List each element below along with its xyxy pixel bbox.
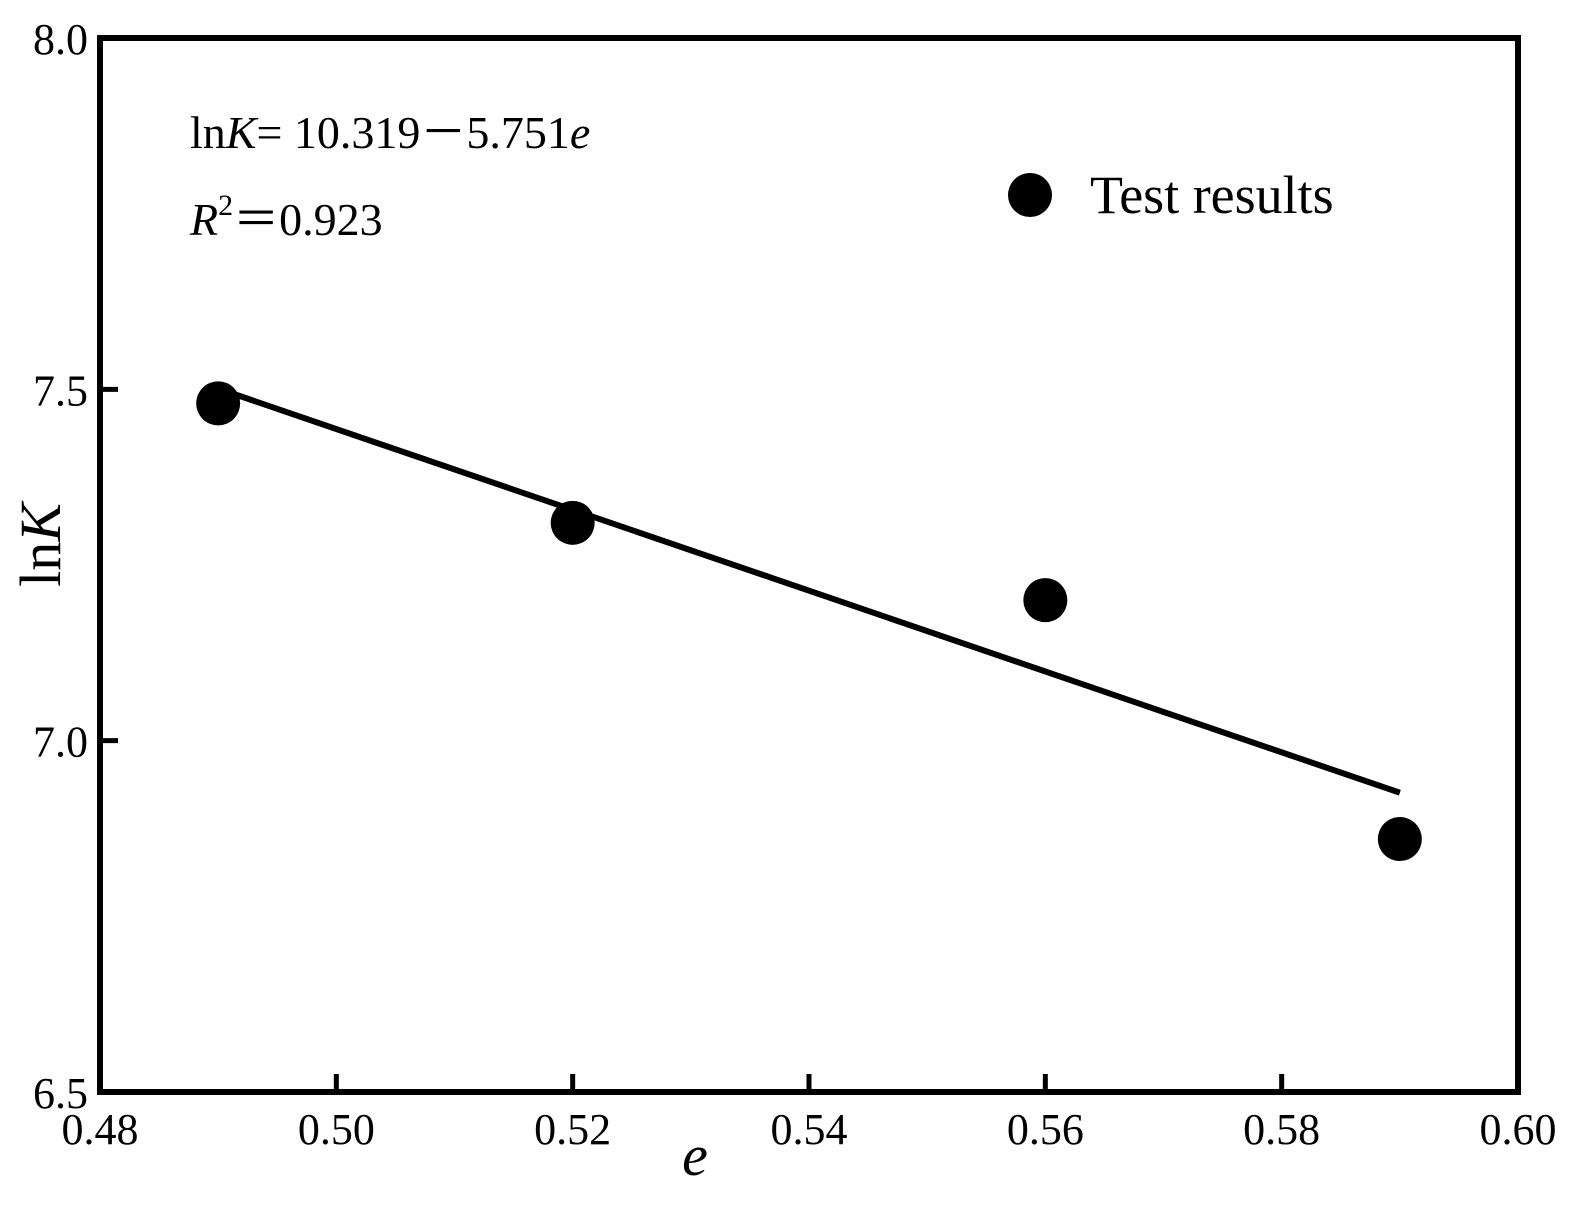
eq-k: K xyxy=(225,107,259,158)
y-axis-title: lnK xyxy=(8,500,73,587)
x-tick-label: 0.56 xyxy=(1007,1105,1084,1154)
legend-marker xyxy=(1008,173,1052,217)
eq-rest: = 10.319－5.751 xyxy=(256,107,569,158)
eq-ln: ln xyxy=(190,107,226,158)
data-point xyxy=(1023,578,1068,623)
legend-label: Test results xyxy=(1090,165,1334,225)
fit-line xyxy=(217,385,1401,796)
y-tick-label: 8.0 xyxy=(33,15,88,64)
x-tick-label: 0.54 xyxy=(771,1105,848,1154)
y-tick-label: 7.0 xyxy=(33,718,88,767)
x-tick-label: 0.60 xyxy=(1480,1105,1557,1154)
y-tick-label: 6.5 xyxy=(33,1069,88,1118)
r-squared: R2＝0.923 xyxy=(189,189,383,245)
eq-e: e xyxy=(570,107,590,158)
data-point xyxy=(1377,817,1422,862)
y-tick-label: 7.5 xyxy=(33,366,88,415)
data-point xyxy=(196,381,241,426)
y-axis-title-ln: ln xyxy=(8,542,73,587)
x-axis-title: e xyxy=(682,1123,708,1188)
r2-sup: 2 xyxy=(218,189,233,222)
x-tick-label: 0.52 xyxy=(534,1105,611,1154)
y-axis-title-k: K xyxy=(8,500,73,543)
x-tick-label: 0.48 xyxy=(62,1105,139,1154)
legend: Test results xyxy=(1008,165,1334,225)
r2-rest: ＝0.923 xyxy=(233,194,383,245)
r2-r: R xyxy=(189,194,218,245)
x-tick-label: 0.50 xyxy=(298,1105,375,1154)
regression-equation: lnK= 10.319－5.751e xyxy=(190,107,590,158)
data-point xyxy=(550,500,595,545)
x-tick-label: 0.58 xyxy=(1243,1105,1320,1154)
